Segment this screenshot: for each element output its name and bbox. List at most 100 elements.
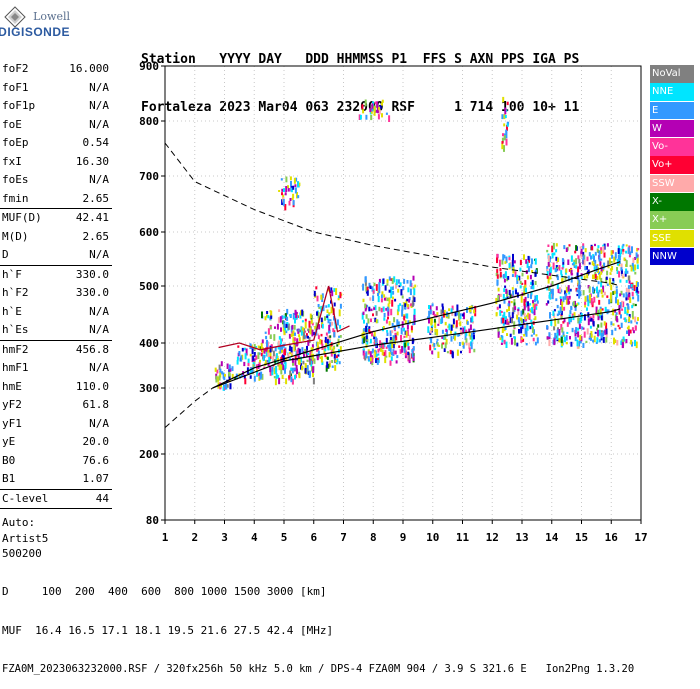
echo-mark (280, 178, 283, 181)
param-row: hmF1 N/A (0, 359, 112, 378)
echo-mark (606, 295, 609, 298)
echo-mark (372, 313, 374, 317)
echo-mark (600, 330, 603, 333)
echo-mark (456, 304, 459, 312)
echo-mark (549, 273, 552, 280)
echo-mark (436, 312, 439, 316)
echo-mark (433, 343, 436, 347)
muf-row: MUF 16.4 16.5 17.1 18.1 19.5 21.6 27.5 4… (2, 624, 334, 637)
echo-mark (297, 195, 300, 199)
echo-mark (283, 330, 286, 333)
echo-mark (525, 259, 528, 264)
echo-mark (359, 114, 362, 120)
echo-mark (391, 277, 394, 284)
echo-mark (324, 354, 327, 358)
echo-mark (300, 326, 303, 331)
param-label: B1 (2, 472, 16, 485)
param-value: 42.41 (75, 211, 109, 224)
echo-mark (405, 331, 408, 338)
echo-mark (590, 255, 592, 260)
y-tick-label: 500 (139, 280, 159, 293)
echo-mark (383, 294, 386, 298)
echo-mark (305, 333, 308, 338)
echo-mark (393, 325, 396, 331)
echo-mark (568, 296, 571, 299)
echo-mark (374, 340, 377, 347)
echo-mark (496, 269, 499, 277)
echo-mark (413, 297, 416, 303)
echo-mark (455, 320, 458, 328)
echo-mark (524, 296, 527, 303)
echo-mark (406, 298, 409, 302)
echo-mark (281, 344, 284, 352)
echo-mark (441, 329, 444, 334)
echo-mark (594, 251, 597, 256)
echo-mark (619, 293, 622, 297)
echo-mark (497, 327, 500, 332)
echo-mark (508, 257, 511, 261)
echo-mark (530, 264, 533, 269)
echo-mark (582, 255, 585, 260)
echo-mark (429, 305, 432, 311)
echo-mark (631, 304, 634, 309)
echo-mark (556, 304, 559, 309)
y-tick-label: 700 (139, 170, 159, 183)
echo-mark (520, 310, 523, 317)
echo-mark (326, 356, 329, 360)
echo-mark (612, 323, 615, 326)
echo-mark (317, 312, 320, 319)
echo-mark (396, 319, 399, 327)
echo-mark (401, 346, 404, 353)
echo-mark (298, 337, 301, 342)
echo-mark (584, 301, 587, 305)
echo-mark (556, 329, 559, 335)
echo-mark (252, 355, 255, 361)
echo-mark (326, 315, 329, 318)
echo-mark (596, 286, 598, 294)
echo-mark (577, 284, 580, 289)
echo-mark (501, 335, 504, 343)
x-tick-label: 8 (370, 531, 377, 544)
echo-mark (313, 358, 316, 364)
echo-mark (266, 339, 268, 347)
echo-mark (305, 350, 308, 358)
echo-mark (591, 246, 594, 251)
echo-mark (516, 342, 519, 347)
echo-mark (555, 243, 558, 247)
param-label: foF2 (2, 62, 29, 75)
echo-mark (465, 331, 468, 336)
echo-mark (600, 322, 603, 328)
param-row: yF1 N/A (0, 415, 112, 434)
echo-mark (289, 176, 292, 181)
echo-mark (546, 275, 549, 279)
x-tick-label: 11 (456, 531, 470, 544)
echo-mark (325, 365, 328, 372)
echo-mark (624, 271, 627, 277)
echo-mark (586, 256, 589, 262)
echo-mark (513, 309, 516, 313)
echo-mark (513, 260, 516, 264)
echo-mark (556, 333, 559, 340)
param-row: foF2 16.000 (0, 60, 112, 79)
echo-mark (503, 311, 506, 319)
echo-mark (579, 291, 582, 297)
echo-mark (509, 333, 512, 338)
param-row: h`F 330.0 (0, 264, 112, 285)
echo-mark (371, 348, 374, 353)
echo-mark (599, 306, 602, 311)
echo-mark (385, 346, 388, 349)
x-tick-label: 3 (221, 531, 228, 544)
echo-mark (361, 332, 364, 339)
echo-mark (272, 356, 275, 362)
echo-mark (339, 335, 342, 338)
echo-mark (587, 285, 590, 289)
echo-mark (290, 346, 293, 353)
echo-mark (386, 283, 389, 286)
echo-mark (309, 360, 312, 365)
echo-mark (307, 352, 310, 356)
echo-mark (508, 311, 511, 318)
echo-mark (338, 335, 341, 338)
echo-mark (378, 109, 381, 115)
echo-mark (591, 261, 594, 265)
echo-mark (567, 298, 570, 305)
